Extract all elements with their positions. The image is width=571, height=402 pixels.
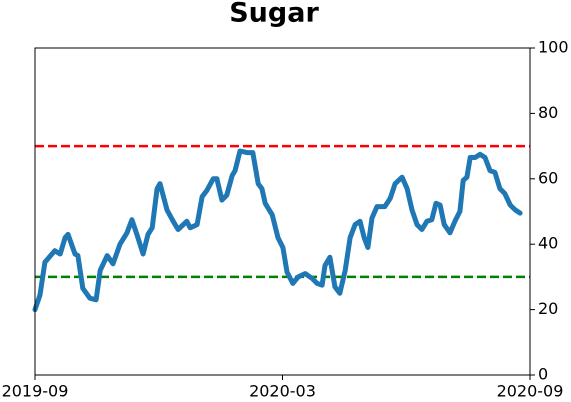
data-line xyxy=(32,148,523,313)
y-tick-label: 80 xyxy=(538,103,558,122)
x-tick-label: 2019-09 xyxy=(2,382,69,401)
y-tick-label: 0 xyxy=(538,365,548,384)
y-tick-label: 60 xyxy=(538,168,558,187)
x-tick-label: 2020-09 xyxy=(497,382,564,401)
y-tick-label: 20 xyxy=(538,299,558,318)
y-tick-label: 100 xyxy=(538,38,569,57)
y-tick-label: 40 xyxy=(538,234,558,253)
chart-title: Sugar xyxy=(229,0,319,29)
x-tick-label: 2020-03 xyxy=(249,382,316,401)
plot-frame xyxy=(34,47,531,376)
